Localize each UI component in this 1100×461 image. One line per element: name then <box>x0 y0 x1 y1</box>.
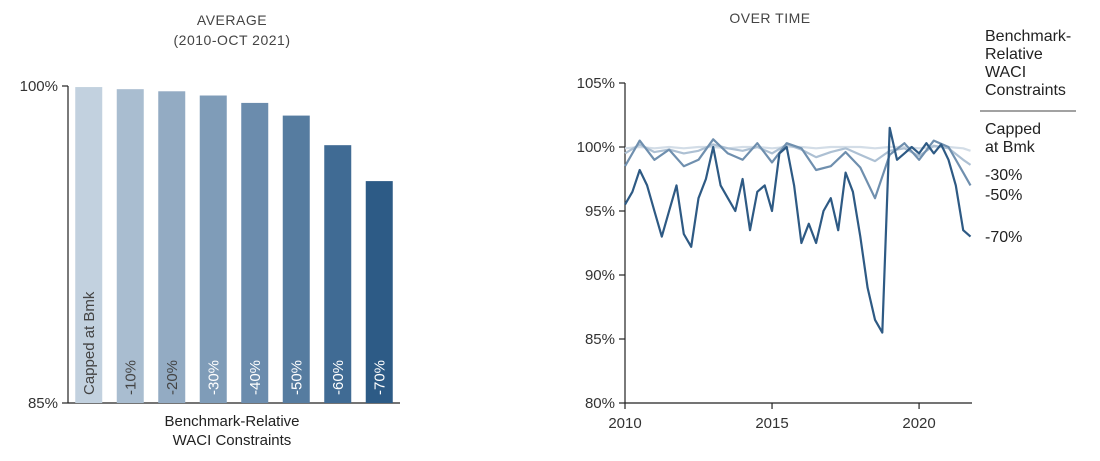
bar <box>241 102 269 403</box>
series-line <box>624 126 972 334</box>
bar <box>365 181 393 403</box>
line-chart-title: OVER TIME <box>729 10 810 26</box>
bar-category-label: -10% <box>122 360 139 395</box>
bar <box>282 115 310 403</box>
legend-title-line: Constraints <box>985 82 1066 99</box>
line-chart-plot: 105% 100% 95% 90% 85% 80% 2010 2015 2020 <box>577 75 972 432</box>
bar-category-label: -50% <box>288 360 305 395</box>
bar-chart-y-tick-label: 85% <box>28 395 58 412</box>
line-chart-x-tick-label: 2020 <box>902 415 935 432</box>
legend-entry-label: -30% <box>985 167 1022 184</box>
legend-entry-label: Capped <box>985 121 1041 138</box>
bar-category-label: Capped at Bmk <box>81 291 98 395</box>
line-chart-y-tick-label: 100% <box>577 139 615 156</box>
bar-chart-plot: 100% 85% Capped at Bmk -10% -20% -30% -40% -50%… <box>20 78 400 412</box>
legend-entry-label: -70% <box>985 229 1022 246</box>
bar <box>324 145 352 403</box>
bar-chart-title: AVERAGE <box>197 12 267 28</box>
line-chart-x-tick-label: 2010 <box>608 415 641 432</box>
bar-chart-xlabel-line2: WACI Constraints <box>173 432 292 449</box>
bar <box>116 89 144 404</box>
bar-category-label: -20% <box>164 360 181 395</box>
series-line <box>624 145 971 152</box>
legend-title-line: Benchmark- <box>985 28 1071 45</box>
line-chart-y-tick-label: 90% <box>585 267 615 284</box>
bar-category-label: -60% <box>330 360 347 395</box>
bar-category-label: -30% <box>205 360 222 395</box>
bar <box>199 95 227 403</box>
bar <box>75 87 103 403</box>
bar <box>158 91 186 404</box>
legend-title-line: Relative <box>985 46 1043 63</box>
bar-category-label: -70% <box>371 360 388 395</box>
bar-chart-subtitle: (2010-OCT 2021) <box>174 32 291 48</box>
legend-entry-label: at Bmk <box>985 139 1036 156</box>
legend-title-line: WACI <box>985 64 1026 81</box>
line-chart-x-tick-label: 2015 <box>755 415 788 432</box>
series-line <box>624 138 972 200</box>
legend-entry-label: -50% <box>985 187 1022 204</box>
bar-chart-y-tick-label: 100% <box>20 78 58 95</box>
line-chart-y-tick-label: 85% <box>585 331 615 348</box>
line-chart-y-tick-label: 105% <box>577 75 615 92</box>
line-chart-y-tick-label: 95% <box>585 203 615 220</box>
bar-chart-xlabel-line1: Benchmark-Relative <box>164 413 299 430</box>
line-chart-y-tick-label: 80% <box>585 395 615 412</box>
bar-category-label: -40% <box>247 360 264 395</box>
